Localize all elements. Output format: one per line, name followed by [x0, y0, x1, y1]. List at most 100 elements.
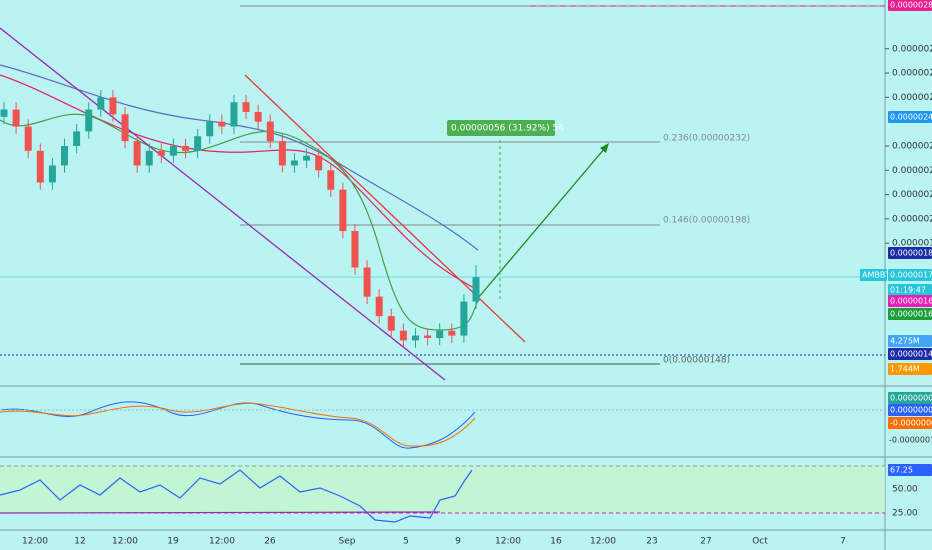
x-tick-label: Sep [339, 537, 356, 547]
measure-box [447, 120, 555, 136]
price-badge [888, 348, 932, 360]
candle-body [109, 97, 117, 115]
x-tick-label: 26 [264, 537, 276, 547]
x-tick-label: 5 [403, 537, 409, 547]
candle-body [411, 335, 419, 341]
price-badge [888, 417, 932, 429]
price-badge-label: 0.00000003 [890, 394, 932, 403]
candle-body [436, 330, 444, 338]
price-badge-label: 0.00000241 [890, 113, 932, 122]
y-tick-label: 0.00000230 [892, 141, 932, 151]
ma-line [0, 64, 479, 251]
price-badge [888, 464, 932, 476]
rsi-tick-label: 25.00 [892, 509, 918, 519]
macd-signal [0, 402, 476, 447]
x-tick-label: 12:00 [209, 537, 235, 547]
candle-body [36, 150, 44, 183]
candle-body [133, 141, 141, 166]
trendline [244, 74, 526, 343]
price-badge-label: 1.744M [890, 365, 920, 374]
y-tick-label: 0.00000270 [892, 44, 932, 54]
candle-body [339, 189, 347, 232]
candle-body [97, 97, 105, 110]
price-badge-label: 0.00000144 [890, 350, 932, 359]
price-badge [888, 295, 932, 307]
y-tick-label: 0.00000260 [892, 69, 932, 79]
price-badge-label: 4.275M [890, 337, 920, 346]
price-badge [888, 269, 932, 281]
candle-body [0, 109, 8, 117]
arrow-head [600, 143, 609, 153]
candle-body [303, 155, 311, 161]
x-tick-label: Oct [752, 537, 768, 547]
candle-body [242, 102, 250, 112]
price-badge-label: 67.25 [890, 466, 913, 475]
candle-body [315, 155, 323, 171]
candle-body [266, 121, 274, 142]
candle-body [206, 121, 214, 137]
candle-body [73, 131, 81, 146]
fib-label: 0.236(0.00000232) [663, 134, 750, 144]
price-badge [888, 247, 932, 259]
candle-body [472, 277, 480, 302]
rsi-line [0, 469, 473, 523]
x-tick-label: 12:00 [112, 537, 138, 547]
price-badge [888, 111, 932, 123]
x-tick-label: 12:00 [590, 537, 616, 547]
x-tick-label: 27 [700, 537, 711, 547]
price-badge-label: 0.00000186 [890, 249, 932, 258]
y-tick-label: 0.00000250 [892, 93, 932, 103]
candle-body [169, 145, 177, 156]
x-tick-label: 16 [550, 537, 562, 547]
rsi-tick-label: 50.00 [892, 485, 918, 495]
x-tick-label: 7 [840, 537, 846, 547]
price-badge [888, 404, 932, 416]
price-badge [860, 269, 887, 281]
fib-label: 0.146(0.00000198) [663, 216, 750, 226]
candle-body [48, 165, 56, 183]
candle-body [24, 126, 32, 151]
trendline [0, 27, 446, 381]
x-tick-label: 12:00 [22, 537, 48, 547]
projection-arrow [477, 147, 606, 299]
price-badge-label: 0.00000169 [890, 297, 932, 306]
y-tick-label: 0.00000210 [892, 190, 932, 200]
x-tick-label: 9 [455, 537, 461, 547]
price-badge-label: AMBBTC [862, 271, 896, 280]
candle-body [387, 316, 395, 331]
macd-line [0, 401, 476, 449]
candle-body [254, 111, 262, 122]
x-tick-label: 19 [167, 537, 179, 547]
candle-body [121, 114, 129, 142]
macd-tick-label: -0.00000010 [889, 436, 932, 445]
ma-line [0, 74, 479, 291]
x-tick-label: 23 [646, 537, 657, 547]
candle-body [61, 145, 69, 166]
y-tick-label: 0.00000200 [892, 214, 932, 224]
rsi-band [0, 466, 885, 513]
candle-body [278, 141, 286, 166]
candle-body [230, 102, 238, 127]
price-badge [888, 284, 932, 296]
price-badge-label: 0.00000288 [890, 1, 932, 10]
candle-body [218, 121, 226, 127]
candle-body [327, 170, 335, 190]
price-badge [888, 392, 932, 404]
candle-body [157, 150, 165, 156]
y-tick-label: 0.00000220 [892, 166, 932, 176]
candle-body [460, 301, 468, 336]
candle-body [194, 136, 202, 151]
price-badge [888, 308, 932, 320]
y-tick-label: 0.00000190 [892, 239, 932, 249]
fib-label: 0(0.00000148) [663, 356, 730, 366]
candle-body [85, 109, 93, 132]
candle-body [145, 150, 153, 166]
candle-body [12, 109, 20, 127]
measure-label: 0.00000056 (31.92%) 56 [451, 124, 564, 134]
candle-body [448, 330, 456, 336]
rsi-trendline [0, 511, 441, 514]
candle-body [182, 145, 190, 151]
price-badge [888, 335, 932, 347]
